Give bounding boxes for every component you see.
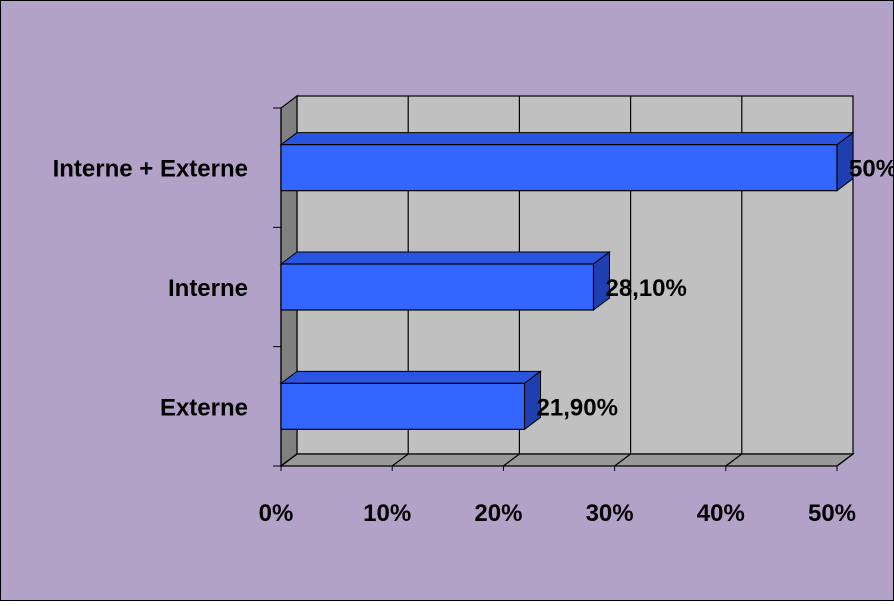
category-label: Externe: [160, 394, 248, 421]
category-label: Interne + Externe: [53, 156, 248, 183]
x-tick-label: 10%: [363, 500, 411, 527]
category-label: Interne: [168, 275, 248, 302]
data-label: 28,10%: [605, 275, 686, 302]
bar: [279, 131, 855, 192]
bar-front-face: [280, 382, 526, 430]
x-tick-label: 0%: [259, 500, 294, 527]
floor-gridline: [391, 453, 409, 467]
bar-front-face: [280, 144, 838, 192]
x-tick-labels: 0% 10% 20% 30% 40% 50%: [259, 500, 856, 527]
data-label: 21,90%: [537, 394, 618, 421]
bar-front-face: [280, 263, 595, 311]
x-tick-label: 20%: [474, 500, 522, 527]
bar-top-face: [279, 251, 611, 265]
data-labels: 50% 28,10% 21,90%: [537, 156, 894, 422]
bar: [279, 251, 611, 311]
bar-top-face: [279, 370, 543, 384]
x-tick-label: 40%: [697, 500, 745, 527]
bars: [279, 131, 855, 431]
bar: [279, 370, 543, 431]
floor-gridline: [503, 453, 520, 467]
floor-gridline: [280, 453, 298, 467]
bar-top-face: [279, 132, 855, 146]
data-label: 50%: [849, 156, 894, 183]
x-tick-label: 50%: [808, 500, 856, 527]
floor-gridline: [836, 453, 854, 467]
x-tick-label: 30%: [586, 500, 634, 527]
category-labels: Interne + Externe Interne Externe: [53, 156, 248, 422]
floor-gridline: [725, 453, 743, 467]
plot-floor: [279, 453, 855, 467]
floor-gridline: [614, 453, 631, 467]
